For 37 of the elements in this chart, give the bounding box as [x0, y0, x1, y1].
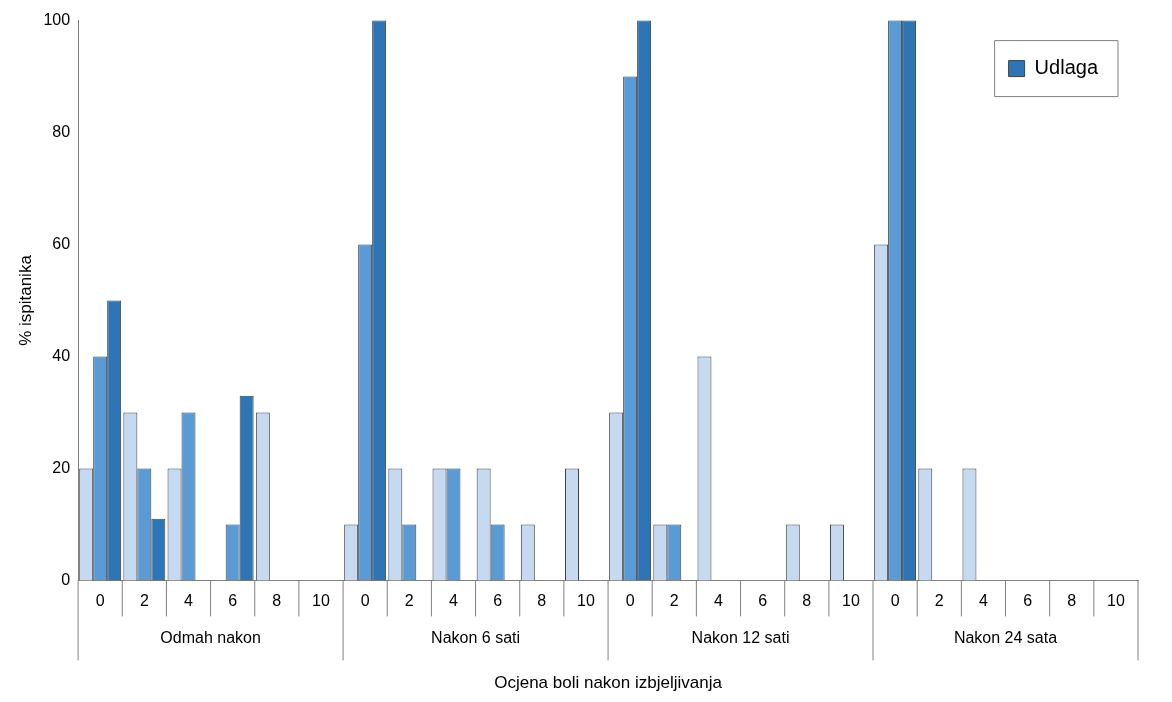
x-tick-label: 4 — [978, 592, 988, 610]
x-tick-label: 4 — [714, 592, 723, 610]
x-tick-label: 8 — [272, 592, 282, 610]
y-tick-label: 80 — [52, 122, 71, 140]
x-tick-label: 8 — [802, 592, 812, 610]
text: Nakon 6 sati — [431, 628, 521, 646]
x-tick-label: 4 — [449, 592, 459, 610]
x-tick-label: 0 — [95, 592, 105, 610]
x-tick-label: 0 — [890, 592, 900, 610]
x-tick-label: 6 — [758, 592, 768, 610]
y-axis-title: % ispitanika — [15, 254, 35, 346]
y-tick-label: 20 — [52, 458, 71, 476]
x-tick-label: 10 — [842, 592, 860, 610]
x-tick-label: 6 — [228, 592, 238, 610]
y-tick-label: 100 — [43, 11, 71, 29]
x-tick-label: 0 — [625, 592, 635, 610]
x-tick-label: 10 — [312, 592, 330, 610]
x-axis-title: Ocjena boli nakon izbjeljivanja — [494, 673, 723, 693]
x-tick-label: 0 — [360, 592, 370, 610]
x-tick-label: 8 — [1067, 592, 1077, 610]
text: Nakon 24 sata — [953, 628, 1058, 646]
x-tick-label: 6 — [1023, 592, 1033, 610]
x-tick-label: 4 — [184, 592, 194, 610]
y-tick-label: 0 — [61, 570, 71, 588]
y-tick-label: 40 — [52, 346, 71, 364]
x-tick-label: 2 — [934, 592, 944, 610]
x-tick-label: 2 — [669, 592, 679, 610]
x-tick-label: 8 — [537, 592, 547, 610]
y-tick-label: 60 — [52, 234, 71, 252]
x-tick-label: 2 — [139, 592, 149, 610]
x-tick-label: 10 — [577, 592, 595, 610]
text: Nakon 12 sati — [691, 628, 790, 646]
x-tick-label: 10 — [1107, 592, 1125, 610]
text: Odmah nakon — [160, 628, 261, 646]
x-tick-label: 6 — [493, 592, 503, 610]
legend-label: Udlaga — [1034, 56, 1099, 79]
x-tick-label: 2 — [404, 592, 414, 610]
